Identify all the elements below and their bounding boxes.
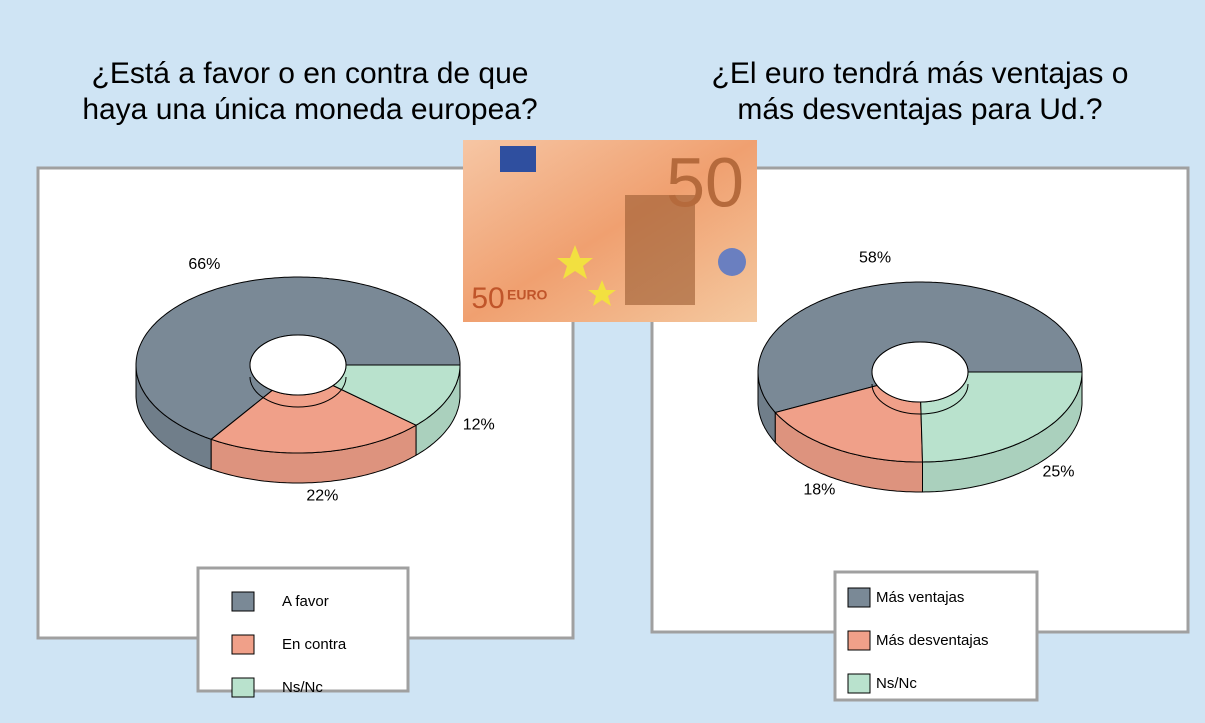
legend-label: Ns/Nc: [876, 675, 917, 692]
data-label: 25%: [1043, 463, 1075, 480]
banknote: 50 50 EURO: [463, 140, 757, 322]
legend-swatch: [847, 630, 871, 651]
window: [625, 195, 695, 305]
currency: EURO: [507, 287, 548, 303]
denomination: 50: [666, 143, 744, 221]
legend-swatch: [231, 591, 255, 612]
data-label: 12%: [463, 416, 495, 433]
legend-swatch: [847, 587, 871, 608]
hole-wall: [871, 383, 969, 415]
donut-hole: [249, 334, 347, 396]
chart-title: haya una única moneda europea?: [82, 93, 537, 126]
legend-swatch: [231, 677, 255, 698]
chart-title: más desventajas para Ud.?: [737, 93, 1102, 126]
legend-label: Ns/Nc: [282, 679, 323, 696]
legend-swatch: [847, 673, 871, 694]
star: [557, 245, 593, 279]
legend-swatch: [231, 634, 255, 655]
legend-label: A favor: [282, 593, 329, 610]
legend: [196, 566, 410, 693]
data-label: 66%: [188, 256, 220, 273]
data-label: 22%: [306, 488, 338, 505]
chart-title: ¿Está a favor o en contra de que: [92, 57, 529, 90]
hole-wall: [249, 376, 347, 408]
denomination-small: 50: [471, 282, 504, 315]
chart-title: ¿El euro tendrá más ventajas o: [712, 57, 1129, 90]
star: [588, 280, 616, 306]
legend-label: En contra: [282, 636, 347, 653]
eu-flag: [500, 146, 536, 172]
data-label: 58%: [859, 249, 891, 266]
data-label: 18%: [803, 481, 835, 498]
legend-label: Más ventajas: [876, 589, 964, 606]
legend-label: Más desventajas: [876, 632, 989, 649]
donut-hole: [871, 341, 969, 403]
seal: [718, 248, 746, 276]
